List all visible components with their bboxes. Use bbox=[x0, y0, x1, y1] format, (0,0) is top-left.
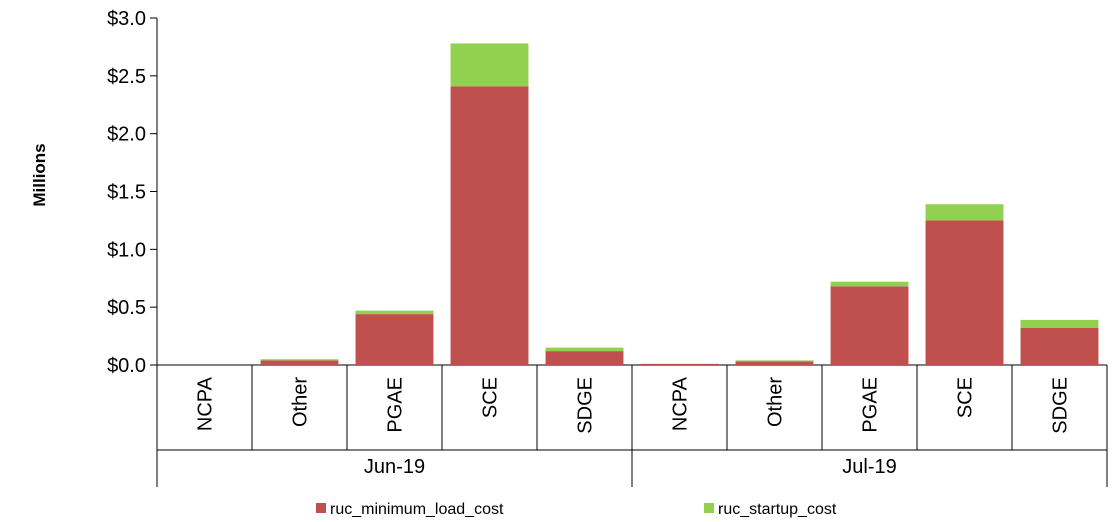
x-tick-label: NCPA bbox=[670, 376, 692, 431]
bar-ruc-minimum-load-cost bbox=[925, 220, 1004, 365]
bar-ruc-startup-cost bbox=[260, 359, 339, 361]
bar-ruc-startup-cost bbox=[1020, 319, 1099, 328]
bar-ruc-startup-cost bbox=[830, 281, 909, 287]
x-tick-label: PGAE bbox=[385, 377, 407, 433]
x-tick-label: PGAE bbox=[860, 377, 882, 433]
bar-ruc-minimum-load-cost bbox=[545, 351, 624, 365]
y-tick-label: $3.0 bbox=[107, 8, 146, 30]
axis-layer: $0.0 $0.5 $1.0 $1.5 $2.0 $2.5 $3.0 NCPA Other PGA… bbox=[107, 8, 1108, 487]
y-tick-label: $1.5 bbox=[107, 182, 146, 204]
legend-label: ruc_minimum_load_cost bbox=[330, 501, 504, 518]
group-label: Jul-19 bbox=[842, 456, 896, 478]
bars-layer bbox=[260, 43, 1099, 365]
bar-ruc-startup-cost bbox=[545, 347, 624, 352]
y-tick-label: $1.0 bbox=[107, 239, 146, 261]
x-tick-label: SDGE bbox=[1050, 377, 1072, 434]
bar-ruc-minimum-load-cost bbox=[260, 360, 339, 365]
legend-swatch bbox=[316, 503, 326, 513]
x-tick-label: SCE bbox=[480, 377, 502, 418]
y-tick-label: $0.0 bbox=[107, 355, 146, 377]
x-tick-label: SDGE bbox=[575, 377, 597, 434]
bar-ruc-startup-cost bbox=[450, 43, 529, 87]
y-axis-title: Millions bbox=[30, 143, 49, 206]
legend: ruc_minimum_load_cost ruc_startup_cost bbox=[316, 501, 837, 518]
bar-ruc-minimum-load-cost bbox=[1020, 327, 1099, 365]
x-tick-label: SCE bbox=[955, 377, 977, 418]
bar-ruc-minimum-load-cost bbox=[355, 314, 434, 365]
legend-swatch bbox=[704, 503, 714, 513]
x-tick-label: Other bbox=[765, 377, 787, 427]
bar-ruc-startup-cost bbox=[735, 360, 814, 362]
bar-ruc-minimum-load-cost bbox=[450, 86, 529, 365]
bar-ruc-startup-cost bbox=[355, 310, 434, 315]
y-tick-label: $2.0 bbox=[107, 124, 146, 146]
group-label: Jun-19 bbox=[364, 456, 425, 478]
x-tick-label: Other bbox=[290, 377, 312, 427]
bar-ruc-minimum-load-cost bbox=[830, 286, 909, 365]
bar-ruc-minimum-load-cost bbox=[640, 363, 719, 365]
legend-label: ruc_startup_cost bbox=[718, 501, 837, 518]
x-tick-label: NCPA bbox=[195, 376, 217, 431]
y-tick-label: $0.5 bbox=[107, 297, 146, 319]
bar-ruc-minimum-load-cost bbox=[735, 361, 814, 365]
y-tick-label: $2.5 bbox=[107, 66, 146, 88]
bar-ruc-startup-cost bbox=[925, 204, 1004, 221]
